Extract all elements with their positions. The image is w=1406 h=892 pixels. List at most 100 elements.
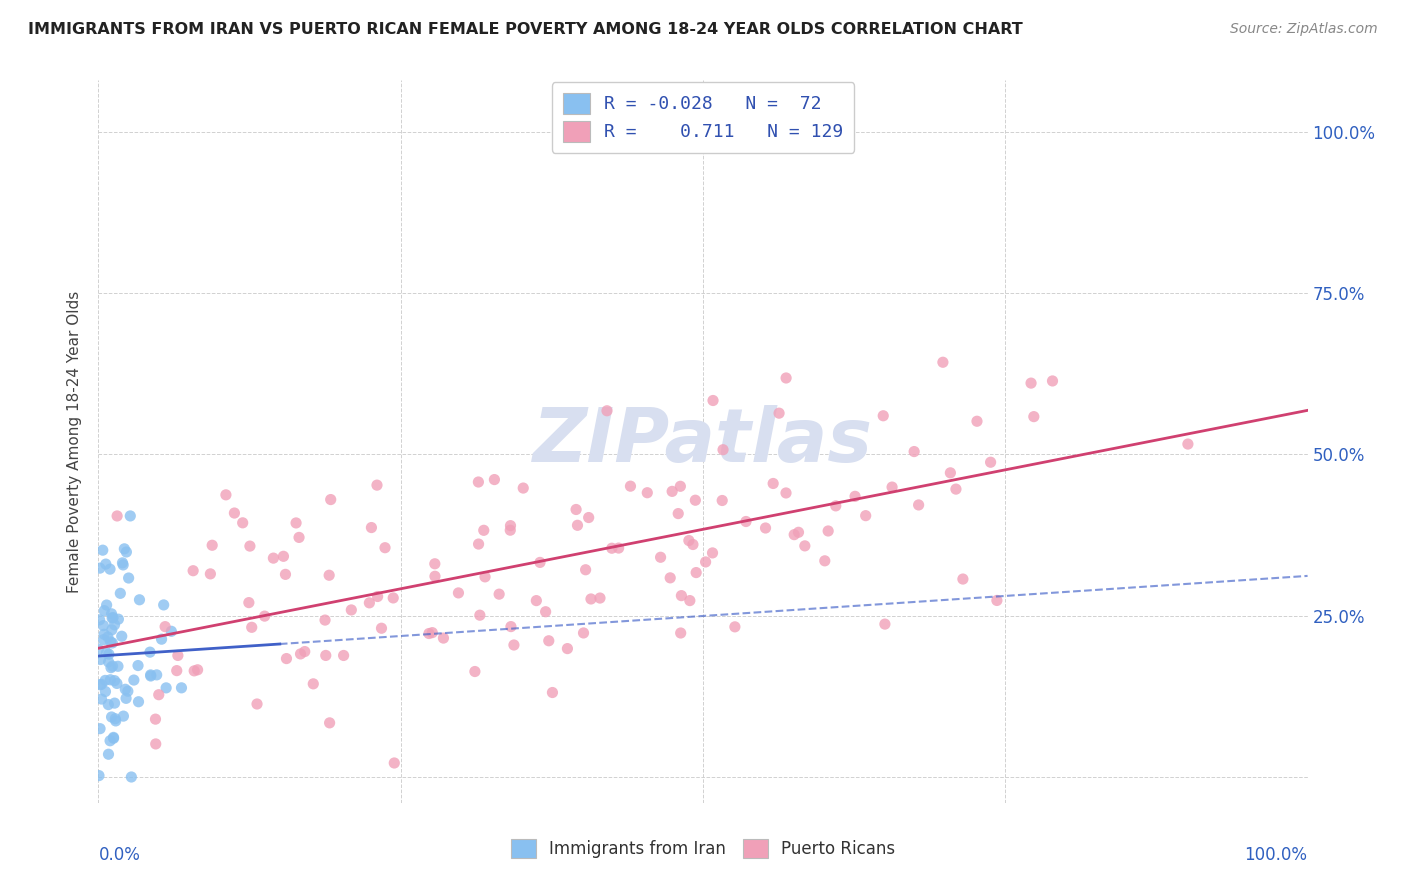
Point xyxy=(93,632,115,647)
Point xyxy=(290,647,312,661)
Point xyxy=(97,747,120,762)
Point xyxy=(160,624,183,639)
Point xyxy=(1177,437,1199,451)
Point xyxy=(100,635,122,649)
Point xyxy=(215,488,238,502)
Point xyxy=(97,655,120,669)
Point xyxy=(503,638,526,652)
Point xyxy=(669,626,692,640)
Point xyxy=(94,684,117,698)
Text: ZIPatlas: ZIPatlas xyxy=(533,405,873,478)
Point xyxy=(472,524,495,538)
Point xyxy=(145,668,167,682)
Point xyxy=(488,587,510,601)
Point xyxy=(115,691,138,706)
Point xyxy=(145,737,167,751)
Point xyxy=(360,520,382,534)
Point xyxy=(370,621,392,635)
Point xyxy=(567,518,589,533)
Point xyxy=(105,508,128,523)
Point xyxy=(107,659,129,673)
Point xyxy=(103,673,125,688)
Point xyxy=(148,688,170,702)
Point xyxy=(636,485,658,500)
Point xyxy=(101,611,124,625)
Point xyxy=(103,731,125,745)
Point xyxy=(111,629,134,643)
Point xyxy=(711,442,734,457)
Point xyxy=(200,566,222,581)
Point xyxy=(578,510,600,524)
Point xyxy=(181,564,204,578)
Point xyxy=(104,714,127,728)
Point xyxy=(529,556,551,570)
Point xyxy=(787,525,810,540)
Point xyxy=(332,648,354,663)
Point xyxy=(155,681,177,695)
Point xyxy=(128,592,150,607)
Point xyxy=(702,393,724,408)
Text: 0.0%: 0.0% xyxy=(98,847,141,864)
Point xyxy=(671,589,693,603)
Y-axis label: Female Poverty Among 18-24 Year Olds: Female Poverty Among 18-24 Year Olds xyxy=(67,291,83,592)
Point xyxy=(103,731,125,746)
Point xyxy=(139,669,162,683)
Point xyxy=(793,539,815,553)
Point xyxy=(484,473,506,487)
Point xyxy=(423,557,446,571)
Point xyxy=(246,697,269,711)
Point xyxy=(565,502,588,516)
Point xyxy=(319,492,342,507)
Point xyxy=(93,604,115,618)
Legend: Immigrants from Iran, Puerto Ricans: Immigrants from Iran, Puerto Ricans xyxy=(502,830,904,867)
Point xyxy=(93,618,115,632)
Point xyxy=(711,493,734,508)
Point xyxy=(1019,376,1042,390)
Point xyxy=(575,563,598,577)
Point xyxy=(359,596,381,610)
Point xyxy=(817,524,839,538)
Point xyxy=(253,609,276,624)
Point xyxy=(152,598,174,612)
Point xyxy=(112,558,135,572)
Text: IMMIGRANTS FROM IRAN VS PUERTO RICAN FEMALE POVERTY AMONG 18-24 YEAR OLDS CORREL: IMMIGRANTS FROM IRAN VS PUERTO RICAN FEM… xyxy=(28,22,1024,37)
Point xyxy=(91,543,114,558)
Point xyxy=(96,598,118,612)
Point xyxy=(101,610,124,624)
Point xyxy=(112,709,135,723)
Point xyxy=(541,685,564,699)
Point xyxy=(117,684,139,698)
Point xyxy=(824,499,846,513)
Point xyxy=(579,591,602,606)
Point xyxy=(724,620,747,634)
Point xyxy=(340,603,363,617)
Point xyxy=(880,480,903,494)
Point xyxy=(94,557,117,571)
Point xyxy=(104,696,127,710)
Point xyxy=(98,562,121,576)
Point xyxy=(112,541,135,556)
Point xyxy=(262,551,284,566)
Point xyxy=(1022,409,1045,424)
Point xyxy=(366,478,388,492)
Point xyxy=(238,596,260,610)
Point xyxy=(499,619,522,633)
Point xyxy=(619,479,641,493)
Point xyxy=(932,355,955,369)
Point xyxy=(224,506,246,520)
Point xyxy=(232,516,254,530)
Point xyxy=(314,613,336,627)
Point xyxy=(382,591,405,605)
Point xyxy=(153,620,176,634)
Point xyxy=(659,571,682,585)
Point xyxy=(367,590,389,604)
Point xyxy=(97,630,120,644)
Point xyxy=(183,664,205,678)
Text: Source: ZipAtlas.com: Source: ZipAtlas.com xyxy=(1230,22,1378,37)
Point xyxy=(423,569,446,583)
Point xyxy=(128,695,150,709)
Point xyxy=(167,648,190,663)
Point xyxy=(474,570,496,584)
Point xyxy=(783,527,806,541)
Point xyxy=(122,673,145,687)
